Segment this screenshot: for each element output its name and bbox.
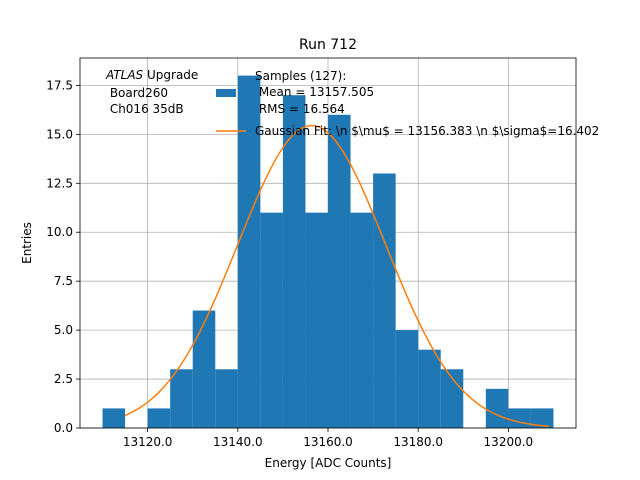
y-tick-label-0: 0.0 <box>54 421 73 435</box>
legend-samples-line-3: RMS = 16.564 <box>255 102 345 116</box>
histogram-bar-7 <box>260 212 283 428</box>
histogram-bars <box>102 75 554 428</box>
y-axis-label: Entries <box>20 222 34 264</box>
x-tick-label-0: 13120.0 <box>123 435 173 449</box>
legend-samples-line-1: Samples (127): <box>255 69 346 83</box>
y-axis-ticks: 0.0 2.5 5.0 7.5 10.0 12.5 15.0 17.5 <box>46 78 80 435</box>
histogram-bar-13 <box>395 330 419 428</box>
histogram-bar-12 <box>373 173 396 428</box>
histogram-bar-0 <box>102 408 126 428</box>
x-tick-label-1: 13140.0 <box>213 435 263 449</box>
chart-title: Run 712 <box>299 37 357 53</box>
x-tick-label-2: 13160.0 <box>303 435 353 449</box>
histogram-bar-8 <box>282 95 306 428</box>
y-tick-label-6: 15.0 <box>46 127 73 141</box>
legend-fit-label: Gaussian Fit: \n $\mu$ = 13156.383 \n $\… <box>255 124 599 138</box>
annotation-atlas: ATLAS <box>105 68 144 82</box>
histogram-bar-6 <box>237 75 261 428</box>
legend-samples-line-2: Mean = 13157.505 <box>255 85 374 99</box>
atlas-annotation: ATLAS Upgrade Board260 Ch016 35dB <box>105 68 198 116</box>
gaussian-fit-curve <box>124 124 550 427</box>
histogram-bar-5 <box>215 369 238 428</box>
histogram-bar-18 <box>508 408 531 428</box>
histogram-bar-2 <box>147 408 171 428</box>
y-tick-label-2: 5.0 <box>54 323 73 337</box>
y-tick-label-5: 12.5 <box>46 176 73 190</box>
annotation-channel: Ch016 35dB <box>106 102 184 116</box>
histogram-bar-3 <box>170 369 193 428</box>
histogram-bar-10 <box>328 114 351 428</box>
histogram-bar-9 <box>305 212 328 428</box>
legend-samples-swatch <box>216 89 236 97</box>
histogram-bar-4 <box>192 310 216 428</box>
y-tick-label-7: 17.5 <box>46 78 73 92</box>
histogram-bar-14 <box>418 349 441 428</box>
annotation-upgrade: Upgrade <box>143 68 198 82</box>
x-tick-label-3: 13180.0 <box>393 435 443 449</box>
legend: Samples (127): Mean = 13157.505 RMS = 16… <box>216 69 599 138</box>
x-tick-label-4: 13200.0 <box>484 435 534 449</box>
y-tick-label-3: 7.5 <box>54 274 73 288</box>
annotation-board: Board260 <box>106 86 168 100</box>
histogram-bar-11 <box>350 212 374 428</box>
y-tick-label-1: 2.5 <box>54 372 73 386</box>
x-axis-label: Energy [ADC Counts] <box>265 456 392 470</box>
y-tick-label-4: 10.0 <box>46 225 73 239</box>
x-axis-ticks: 13120.0 13140.0 13160.0 13180.0 13200.0 <box>123 428 533 449</box>
histogram-bar-19 <box>530 408 554 428</box>
histogram-bar-17 <box>485 388 509 428</box>
annotation-line-1: ATLAS Upgrade <box>105 68 198 82</box>
